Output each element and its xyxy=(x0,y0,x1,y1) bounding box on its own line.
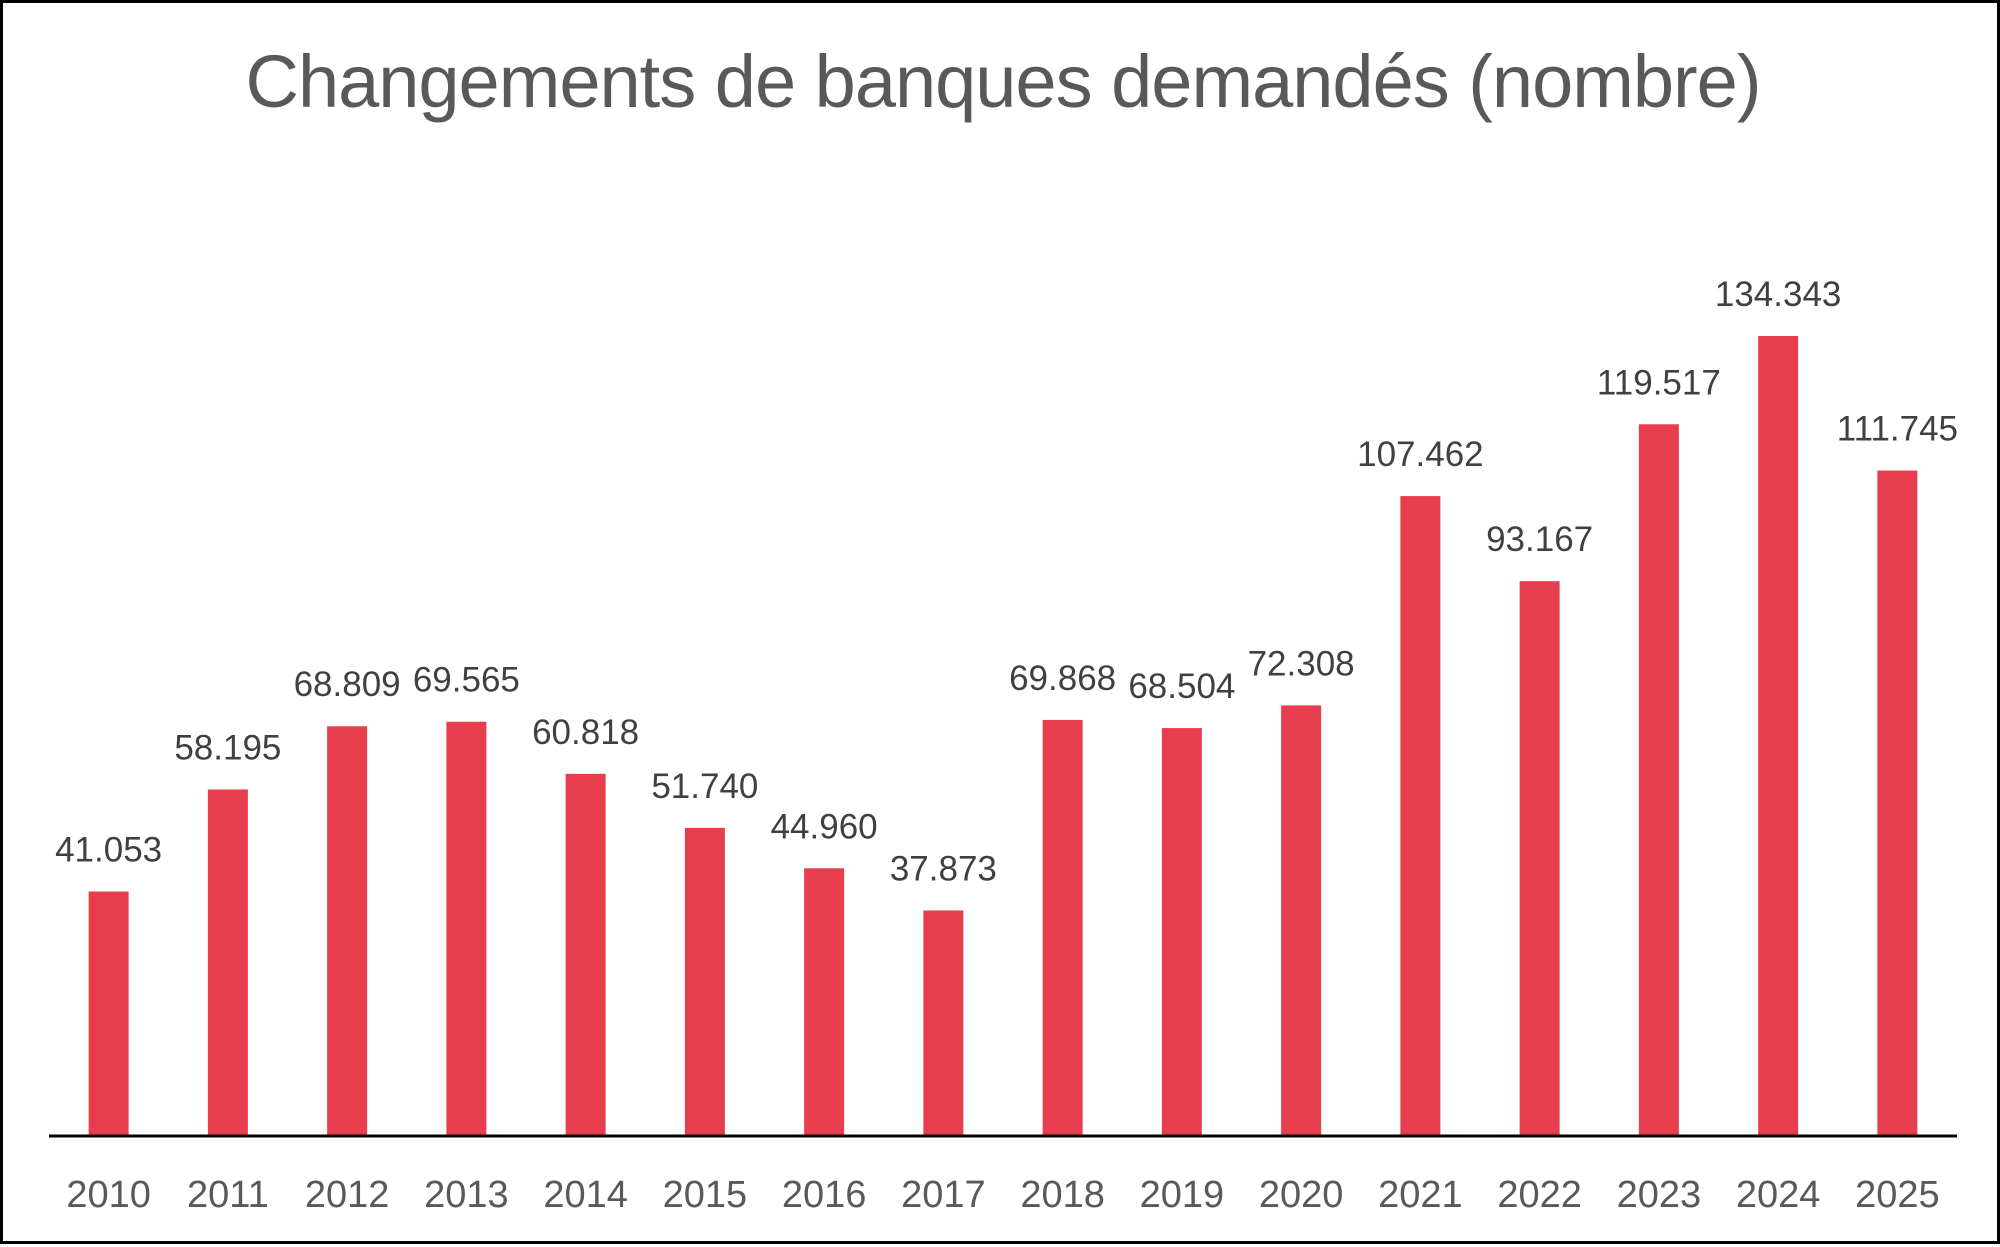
x-tick-label-2012: 2012 xyxy=(305,1174,390,1216)
bar-2017 xyxy=(923,910,964,1136)
x-tick-label-2018: 2018 xyxy=(1020,1174,1105,1216)
data-label-2012: 68.809 xyxy=(294,665,401,704)
bar-2014 xyxy=(565,773,606,1136)
bar-2019 xyxy=(1161,728,1202,1136)
data-label-2018: 69.868 xyxy=(1009,659,1116,698)
bar-2011 xyxy=(207,789,248,1136)
x-tick-label-2019: 2019 xyxy=(1140,1174,1225,1216)
x-tick-label-2017: 2017 xyxy=(901,1174,986,1216)
data-labels-group: 41.053 58.195 68.809 69.565 60.818 51.740 44.9… xyxy=(55,275,1958,888)
data-label-2023: 119.517 xyxy=(1597,363,1721,402)
bar-2015 xyxy=(684,827,725,1136)
x-tick-label-2021: 2021 xyxy=(1378,1174,1463,1216)
x-tick-label-2023: 2023 xyxy=(1617,1174,1702,1216)
bars-group xyxy=(88,336,1918,1136)
data-label-2013: 69.565 xyxy=(413,661,520,700)
data-label-2024: 134.343 xyxy=(1715,275,1842,314)
data-label-2021: 107.462 xyxy=(1357,435,1484,474)
data-label-2016: 44.960 xyxy=(771,807,878,846)
chart-title: Changements de banques demandés (nombre) xyxy=(245,40,1762,123)
x-tick-label-2013: 2013 xyxy=(424,1174,509,1216)
bar-2025 xyxy=(1877,470,1918,1136)
x-tick-label-2024: 2024 xyxy=(1736,1174,1821,1216)
bar-2018 xyxy=(1042,719,1083,1136)
bar-2022 xyxy=(1519,581,1560,1136)
x-tick-label-2011: 2011 xyxy=(187,1174,269,1216)
bar-2024 xyxy=(1758,336,1799,1136)
data-label-2022: 93.167 xyxy=(1486,520,1593,559)
x-tick-labels-group: 2010 2011 2012 2013 2014 2015 2016 2017 2018 2019… xyxy=(66,1174,1939,1216)
x-tick-label-2016: 2016 xyxy=(782,1174,867,1216)
bar-2016 xyxy=(804,868,845,1136)
data-label-2020: 72.308 xyxy=(1248,644,1355,683)
bar-chart: 41.053 58.195 68.809 69.565 60.818 51.740 44.9… xyxy=(49,275,1958,1216)
x-tick-label-2010: 2010 xyxy=(66,1174,151,1216)
x-tick-label-2015: 2015 xyxy=(663,1174,748,1216)
x-tick-label-2025: 2025 xyxy=(1855,1174,1940,1216)
bar-2021 xyxy=(1400,496,1441,1136)
bar-2012 xyxy=(327,726,368,1136)
data-label-2017: 37.873 xyxy=(890,849,997,888)
bar-2023 xyxy=(1638,424,1679,1136)
bar-2010 xyxy=(88,891,129,1136)
x-tick-label-2014: 2014 xyxy=(543,1174,628,1216)
data-label-2015: 51.740 xyxy=(651,767,758,806)
data-label-2019: 68.504 xyxy=(1128,667,1235,706)
x-tick-label-2020: 2020 xyxy=(1259,1174,1344,1216)
data-label-2011: 58.195 xyxy=(174,728,281,767)
bar-2020 xyxy=(1281,705,1322,1136)
data-label-2010: 41.053 xyxy=(55,831,162,870)
data-label-2014: 60.818 xyxy=(532,713,639,752)
data-label-2025: 111.745 xyxy=(1837,410,1958,449)
bar-2013 xyxy=(446,721,487,1136)
x-tick-label-2022: 2022 xyxy=(1497,1174,1582,1216)
